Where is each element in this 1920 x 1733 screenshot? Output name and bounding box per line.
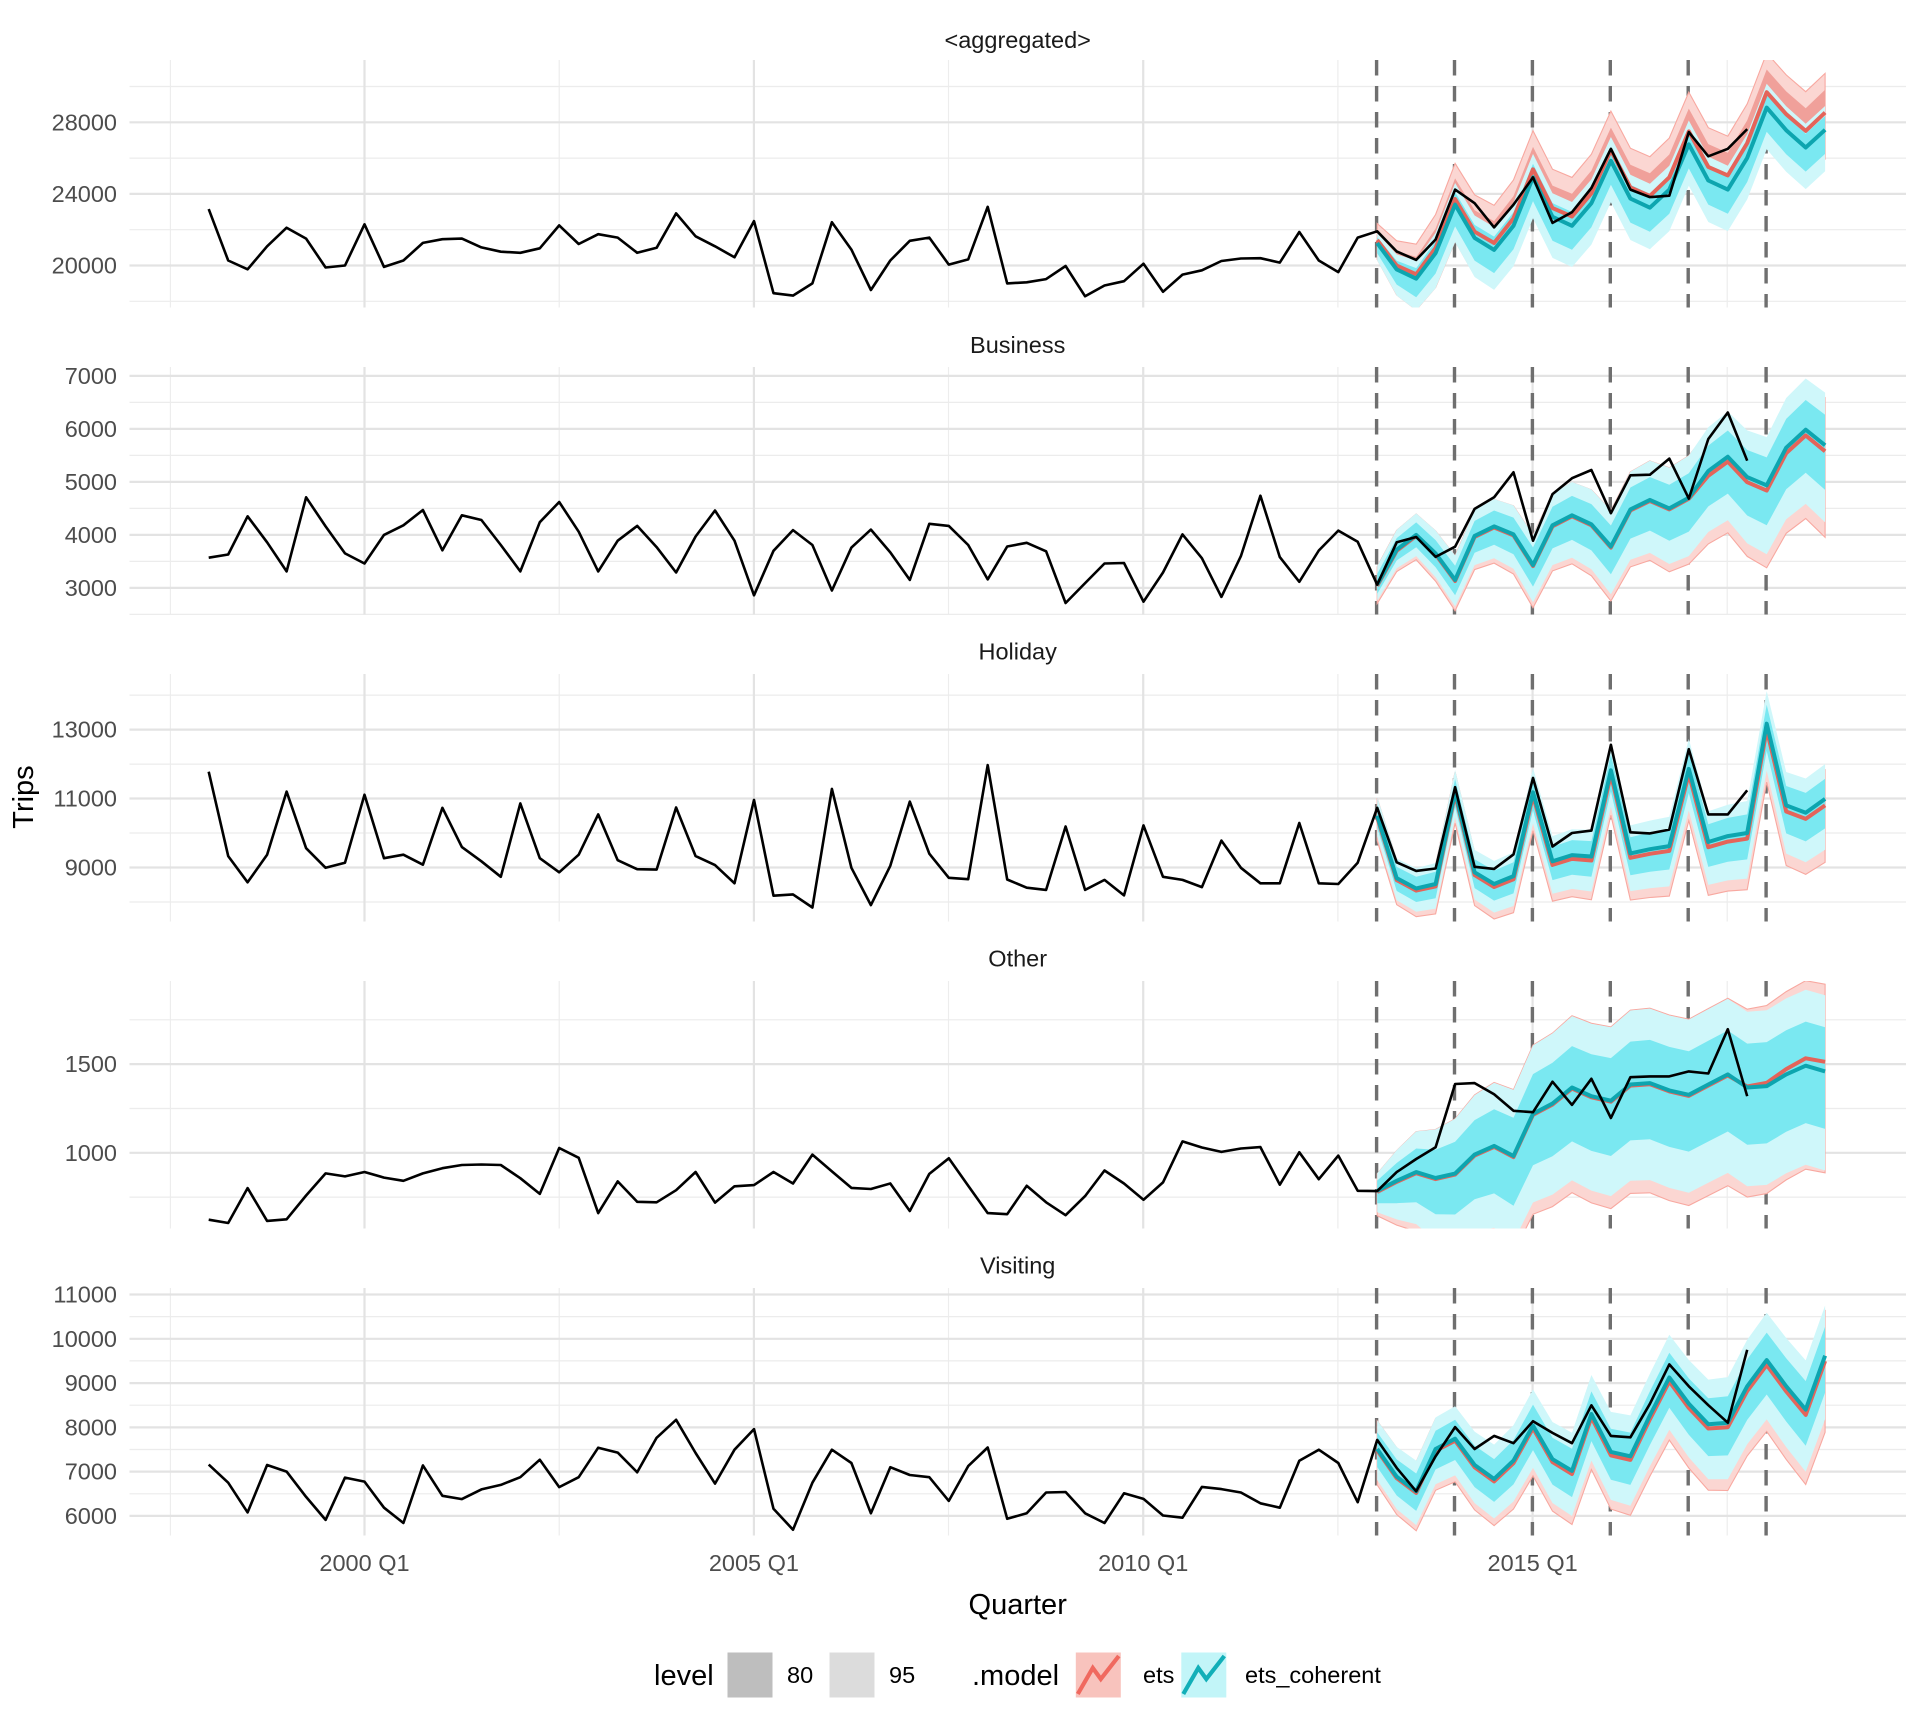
svg-text:Quarter: Quarter [969, 1589, 1068, 1621]
svg-text:24000: 24000 [52, 181, 117, 207]
svg-text:ets: ets [1143, 1662, 1174, 1688]
svg-text:3000: 3000 [65, 575, 117, 601]
svg-text:2010 Q1: 2010 Q1 [1098, 1550, 1188, 1576]
svg-text:6000: 6000 [65, 416, 117, 442]
svg-text:7000: 7000 [65, 363, 117, 389]
svg-text:4000: 4000 [65, 522, 117, 548]
svg-text:8000: 8000 [65, 1414, 117, 1440]
svg-text:<aggregated>: <aggregated> [945, 27, 1091, 53]
svg-text:13000: 13000 [52, 717, 117, 743]
svg-text:ets_coherent: ets_coherent [1245, 1662, 1381, 1688]
svg-text:2005 Q1: 2005 Q1 [709, 1550, 799, 1576]
svg-text:.model: .model [972, 1660, 1059, 1692]
svg-text:1000: 1000 [65, 1140, 117, 1166]
svg-text:6000: 6000 [65, 1503, 117, 1529]
svg-text:Other: Other [988, 946, 1047, 972]
svg-text:80: 80 [787, 1662, 813, 1688]
svg-text:5000: 5000 [65, 469, 117, 495]
svg-text:11000: 11000 [53, 786, 117, 812]
svg-text:Holiday: Holiday [979, 639, 1058, 665]
svg-text:2015 Q1: 2015 Q1 [1488, 1550, 1578, 1576]
svg-text:9000: 9000 [65, 855, 117, 881]
svg-text:28000: 28000 [52, 109, 117, 135]
svg-text:1500: 1500 [65, 1051, 117, 1077]
svg-text:11000: 11000 [53, 1282, 117, 1308]
svg-text:95: 95 [889, 1662, 915, 1688]
svg-text:2000 Q1: 2000 Q1 [319, 1550, 409, 1576]
svg-text:9000: 9000 [65, 1370, 117, 1396]
svg-text:Visiting: Visiting [980, 1253, 1055, 1279]
svg-text:10000: 10000 [52, 1326, 117, 1352]
svg-text:20000: 20000 [52, 253, 117, 279]
svg-text:Trips: Trips [8, 765, 40, 828]
svg-text:7000: 7000 [65, 1459, 117, 1485]
svg-text:level: level [654, 1660, 714, 1692]
svg-text:Business: Business [970, 332, 1065, 358]
